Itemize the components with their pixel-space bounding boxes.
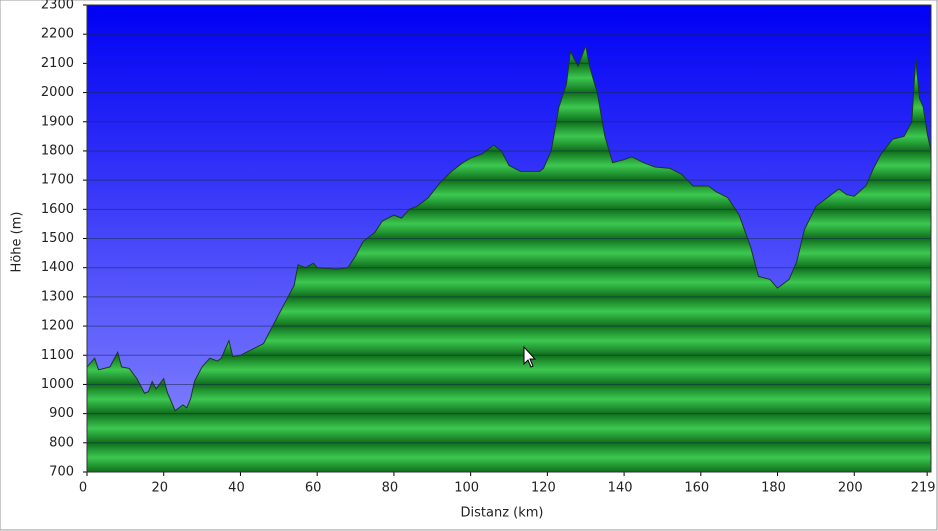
x-tick-label: 100 [454,481,479,496]
x-tick-label: 40 [228,481,245,496]
y-tick-label: 1400 [41,260,74,275]
y-tick-label: 900 [49,406,74,421]
y-tick-label: 2200 [41,27,74,42]
x-axis-label: Distanz (km) [461,506,544,521]
x-tick-label: 20 [151,481,168,496]
y-tick-label: 2000 [41,85,74,100]
x-tick-label: 140 [608,481,633,496]
plot-border [86,4,932,473]
y-tick-label: 1000 [41,377,74,392]
y-tick-label: 700 [49,465,74,480]
x-tick-label: 120 [531,481,556,496]
mouse-cursor [523,345,537,368]
x-tick-label: 60 [305,481,322,496]
y-tick-label: 1500 [41,231,74,246]
y-tick-label: 1800 [41,143,74,158]
x-tick-label: 160 [684,481,709,496]
y-axis-label: Höhe (m) [10,212,25,273]
y-tick-label: 2300 [41,0,74,13]
elevation-area [86,44,932,473]
x-tick-label: 0 [79,481,87,496]
y-tick-label: 1100 [41,348,74,363]
y-tick-label: 1300 [41,289,74,304]
y-tick-label: 800 [49,435,74,450]
y-tick-label: 1700 [41,173,74,188]
plot-layer: 7008009001000110012001300140015001600170… [41,0,936,496]
y-tick-label: 1600 [41,202,74,217]
y-tick-label: 1200 [41,319,74,334]
y-tick-label: 2100 [41,56,74,71]
x-tick-label: 219 [911,481,936,496]
x-tick-label: 200 [838,481,863,496]
y-tick-label: 1900 [41,114,74,129]
x-tick-label: 180 [761,481,786,496]
x-tick-label: 80 [382,481,399,496]
